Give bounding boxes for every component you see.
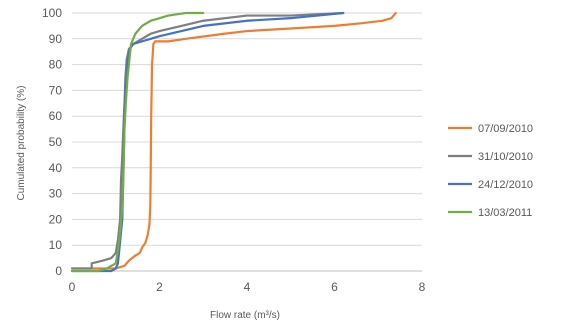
y-tick-label: 40	[49, 161, 63, 175]
legend-label: 07/09/2010	[478, 123, 533, 135]
series-layer	[70, 11, 397, 273]
series-line-2	[70, 11, 345, 270]
x-tick-label: 2	[156, 280, 163, 294]
y-tick-label: 30	[49, 187, 63, 201]
y-tick-label: 0	[55, 264, 62, 278]
x-tick-label: 8	[419, 280, 426, 294]
y-tick-label: 10	[49, 238, 63, 252]
y-tick-label: 60	[49, 109, 63, 123]
y-tick-label: 90	[49, 32, 63, 46]
y-tick-label: 80	[49, 58, 63, 72]
grid-layer	[72, 12, 422, 246]
axis-layer: 0 10 20 30 40 50 60 70 80 90 100 0 2 4 6 8	[42, 6, 426, 294]
series-line-4	[70, 11, 205, 273]
y-tick-label: 50	[49, 135, 63, 149]
legend-label: 13/03/2011	[478, 207, 532, 219]
y-tick-label: 70	[49, 83, 63, 97]
x-tick-label: 0	[69, 280, 76, 294]
x-tick-label: 4	[244, 280, 251, 294]
x-axis-title: Flow rate (m³/s)	[210, 310, 280, 321]
legend-label: 31/10/2010	[478, 151, 533, 163]
y-tick-label: 100	[42, 6, 62, 20]
x-tick-label: 6	[331, 280, 338, 294]
y-tick-label: 20	[49, 212, 63, 226]
legend: 07/09/2010 31/10/2010 24/12/2010 13/03/2011	[448, 123, 533, 219]
legend-label: 24/12/2010	[478, 179, 533, 191]
series-line-1	[70, 11, 397, 270]
y-axis-title: Cumulated probability (%)	[16, 85, 27, 200]
